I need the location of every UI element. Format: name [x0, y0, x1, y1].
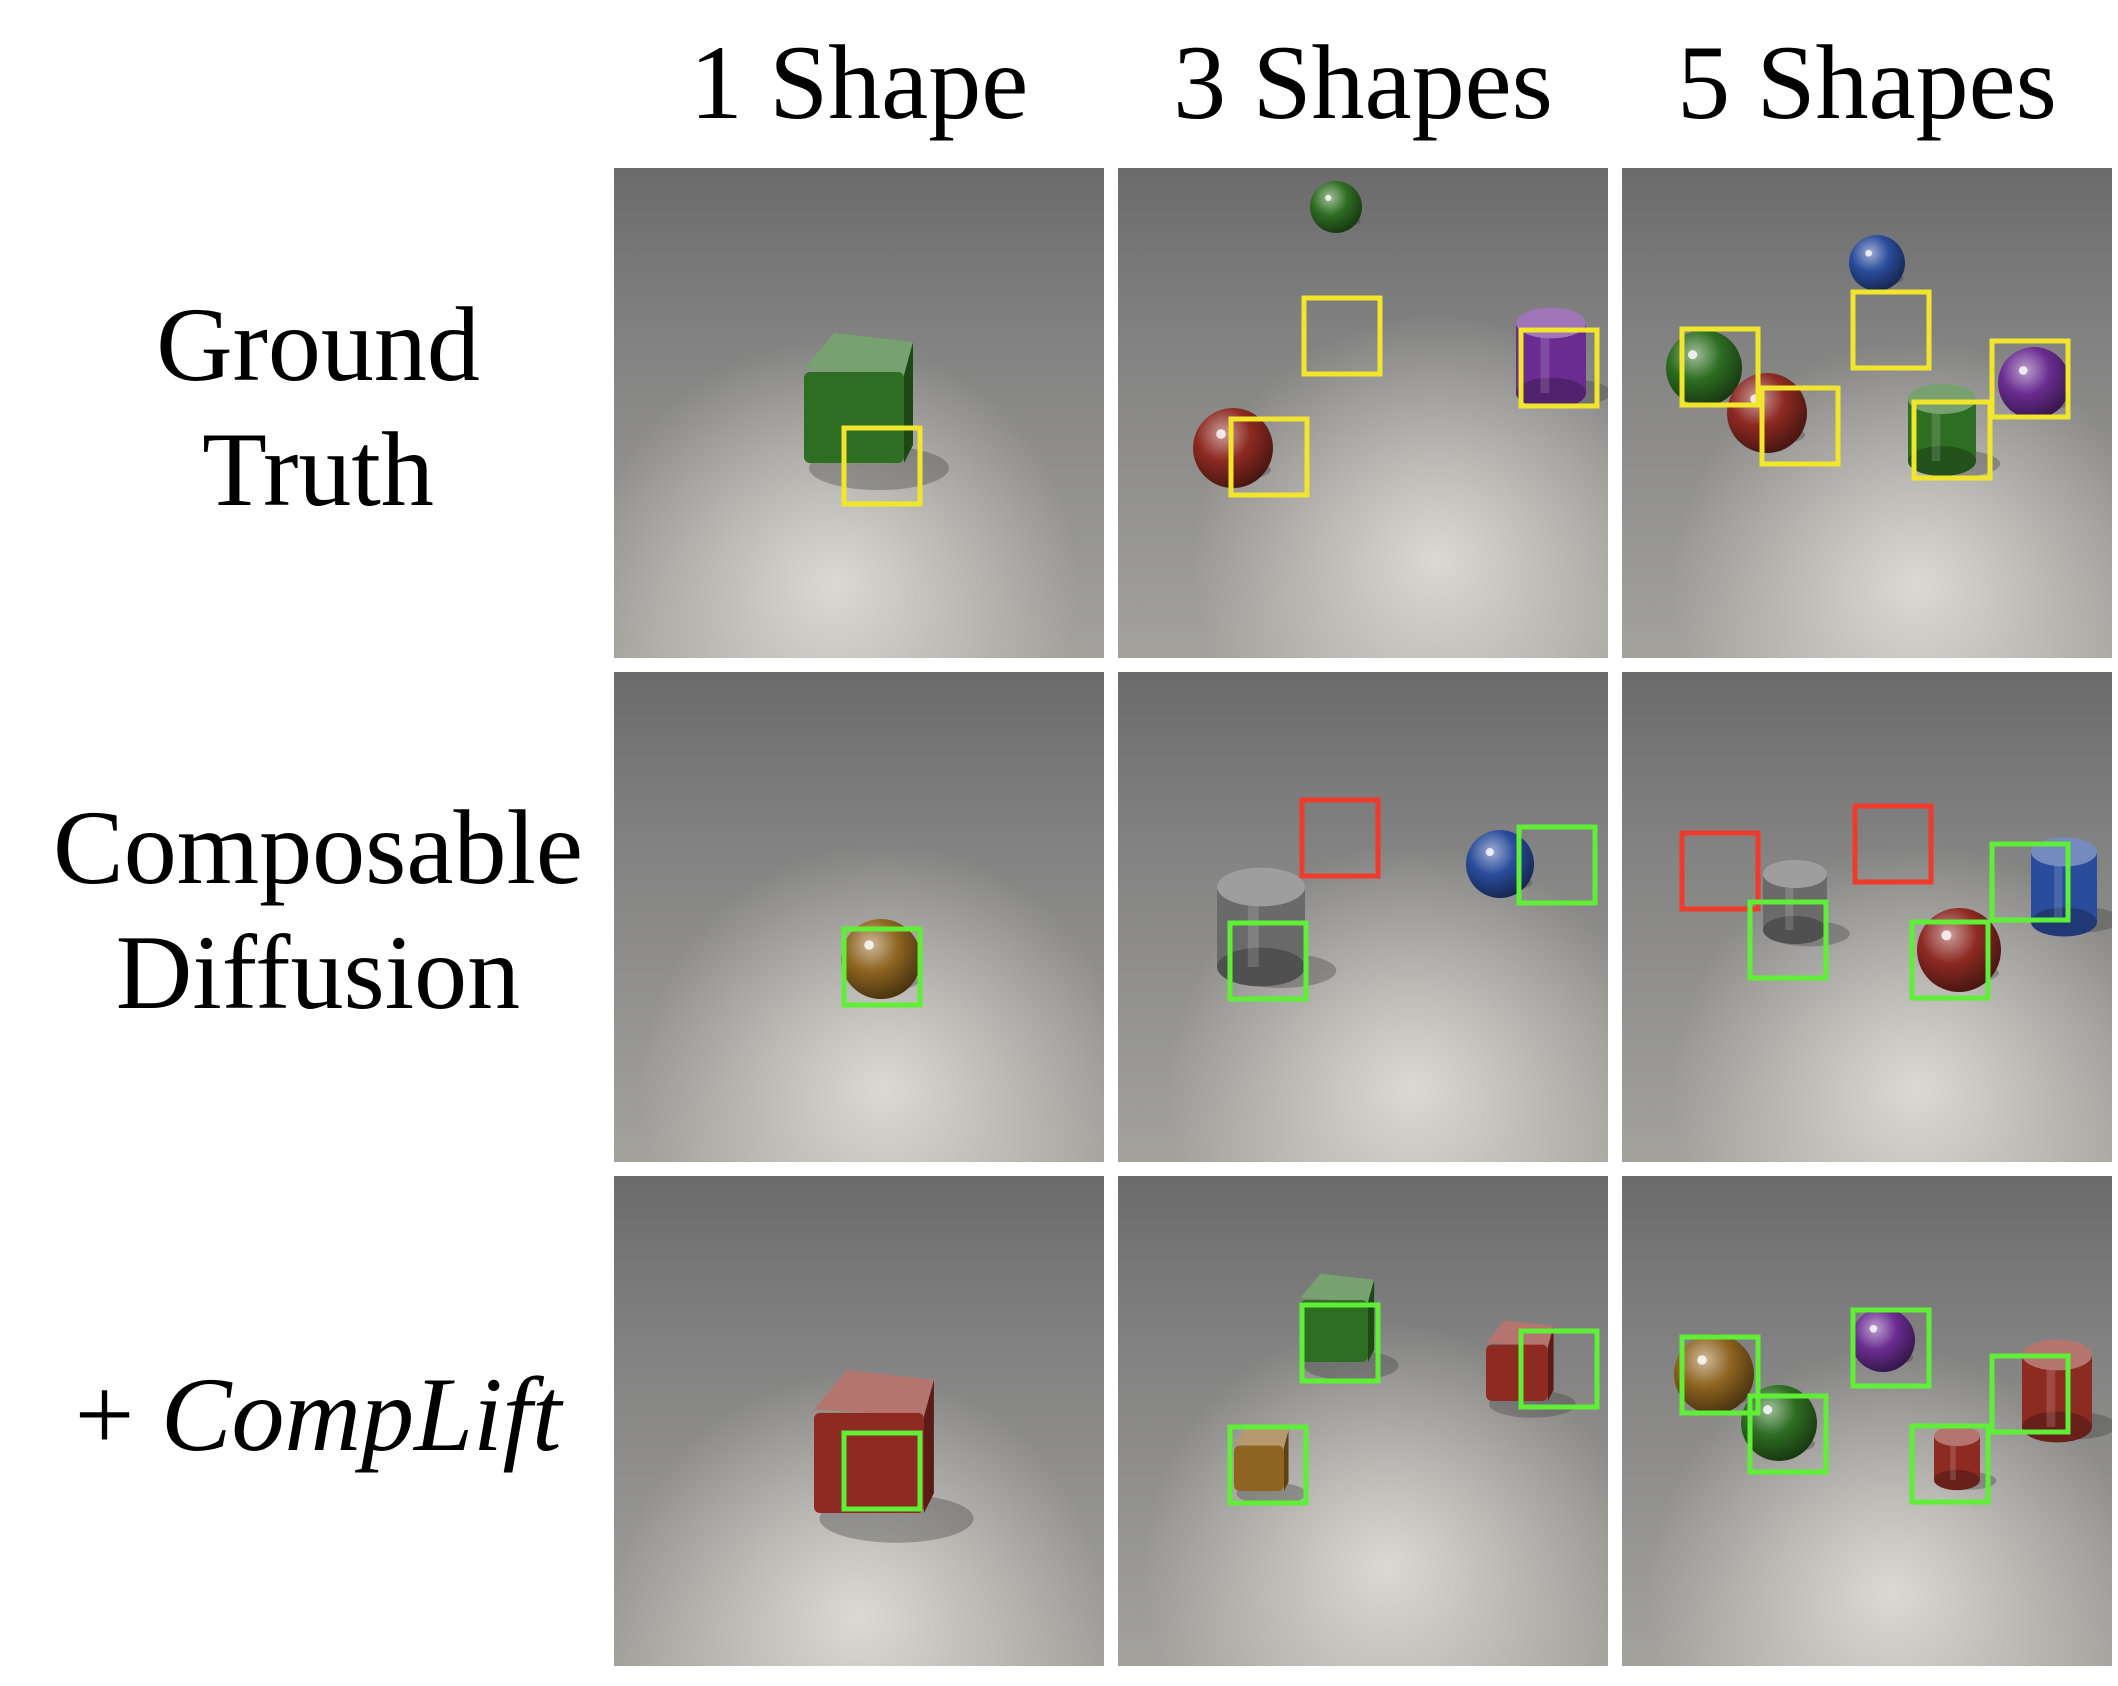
- scene-svg: [614, 672, 1104, 1162]
- scene-image-r1c1: [614, 168, 1104, 658]
- scene-svg: [1622, 168, 2112, 658]
- row-label-ground-truth: Ground Truth: [18, 282, 618, 532]
- row-label-line: Composable: [53, 789, 583, 906]
- scene-svg: [1118, 168, 1608, 658]
- row-label-line: Ground: [156, 286, 480, 403]
- scene-svg: [1118, 1176, 1608, 1666]
- scene-image-r3c2: [1118, 1176, 1608, 1666]
- scene-svg: [1622, 1176, 2112, 1666]
- row-label-composable-diffusion: Composable Diffusion: [18, 785, 618, 1035]
- scene-image-r3c3: [1622, 1176, 2112, 1666]
- row-label-complift: + CompLift: [18, 1352, 618, 1477]
- scene-image-r1c3: [1622, 168, 2112, 658]
- scene-svg: [1622, 672, 2112, 1162]
- scene-image-r2c1: [614, 672, 1104, 1162]
- scene-image-r2c2: [1118, 672, 1608, 1162]
- row-label-line: Truth: [202, 411, 434, 528]
- row-label-method-name: CompLift: [160, 1356, 562, 1473]
- row-label-line: + CompLift: [18, 1352, 618, 1477]
- scene-image-r1c2: [1118, 168, 1608, 658]
- row-label-line: Diffusion: [115, 914, 521, 1031]
- column-header-5-shapes: 5 Shapes: [1677, 24, 2057, 141]
- column-header-1-shape: 1 Shape: [689, 24, 1029, 141]
- scene-svg: [614, 168, 1104, 658]
- row-label-prefix: +: [74, 1356, 161, 1473]
- scene-image-r3c1: [614, 1176, 1104, 1666]
- scene-svg: [1118, 672, 1608, 1162]
- column-header-3-shapes: 3 Shapes: [1173, 24, 1553, 141]
- scene-svg: [614, 1176, 1104, 1666]
- scene-image-r2c3: [1622, 672, 2112, 1162]
